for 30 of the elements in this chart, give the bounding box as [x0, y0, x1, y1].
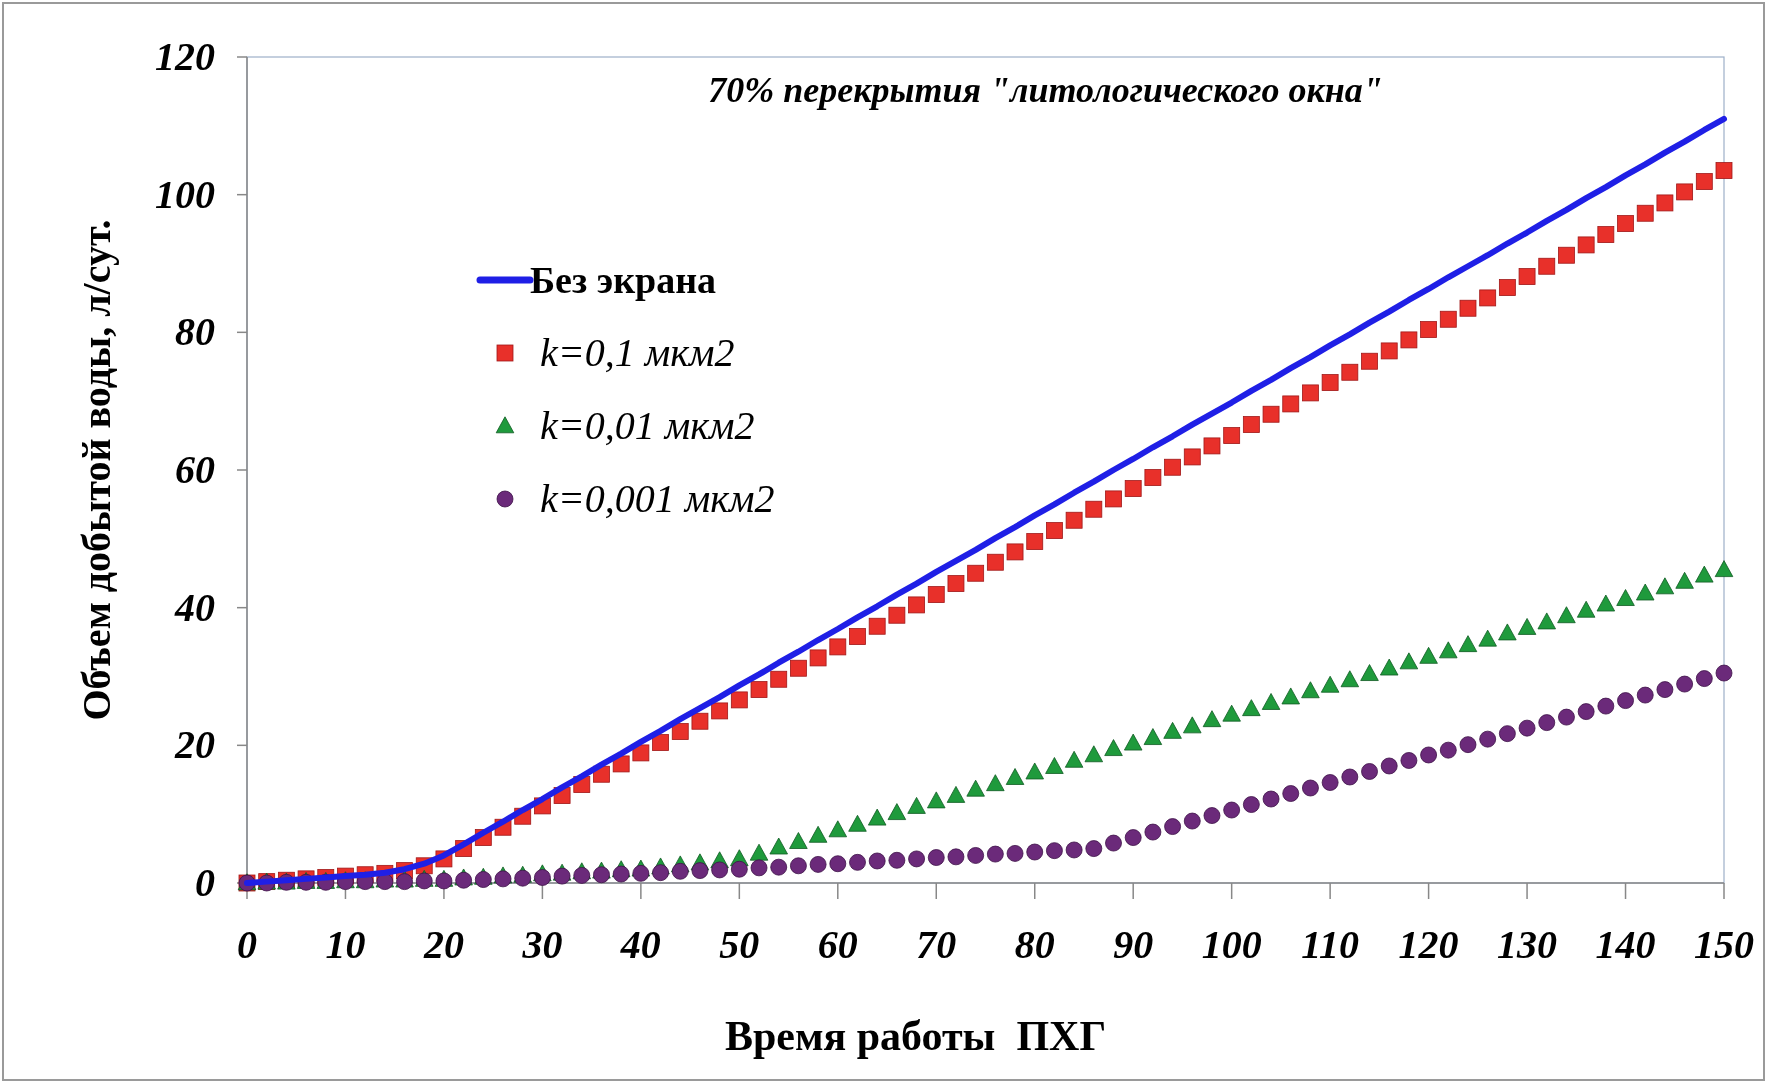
y-tick-label: 100	[155, 171, 215, 217]
x-tick-label: 10	[325, 922, 366, 967]
x-tick-label: 100	[1201, 922, 1262, 967]
x-tick-label: 110	[1301, 922, 1360, 967]
legend-label: k=0,001 мкм2	[540, 476, 775, 521]
x-tick-label: 150	[1694, 922, 1754, 967]
legend-label: k=0,01 мкм2	[540, 403, 755, 448]
x-tick-label: 60	[817, 922, 858, 967]
x-tick-label: 140	[1595, 922, 1656, 967]
x-tick-label: 70	[916, 922, 957, 967]
chart-title: 70% перекрытия "литологического окна"	[708, 70, 1383, 110]
y-axis-title: Объем добытой воды, л/сут.	[74, 219, 119, 721]
y-tick-label: 120	[155, 34, 215, 79]
y-tick-label: 60	[175, 447, 215, 492]
y-tick-label: 40	[174, 584, 215, 630]
x-tick-label: 130	[1497, 922, 1558, 967]
x-tick-label: 40	[619, 922, 661, 967]
x-tick-label: 90	[1113, 922, 1154, 967]
y-tick-label: 20	[174, 722, 215, 768]
x-tick-label: 0	[237, 922, 257, 967]
x-tick-label: 50	[719, 922, 760, 967]
y-tick-label: 0	[195, 860, 215, 905]
x-axis-title: Время работы ПХГ	[724, 1013, 1107, 1059]
x-tick-label: 80	[1014, 922, 1055, 967]
legend-label: k=0,1 мкм2	[540, 330, 735, 375]
legend-label: Без экрана	[530, 259, 717, 301]
x-tick-label: 20	[422, 922, 464, 967]
y-tick-label: 80	[175, 309, 215, 355]
x-tick-label: 120	[1398, 922, 1459, 967]
x-tick-label: 30	[521, 922, 563, 967]
